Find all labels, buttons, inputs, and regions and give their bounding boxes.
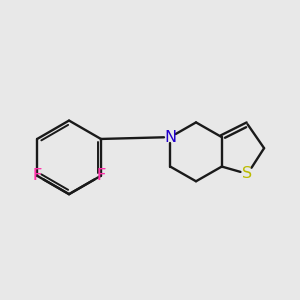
Text: N: N [164,130,176,145]
Text: F: F [32,168,42,183]
Text: F: F [96,168,106,183]
Text: F: F [96,168,106,183]
Text: S: S [242,167,253,182]
Text: F: F [32,168,42,183]
